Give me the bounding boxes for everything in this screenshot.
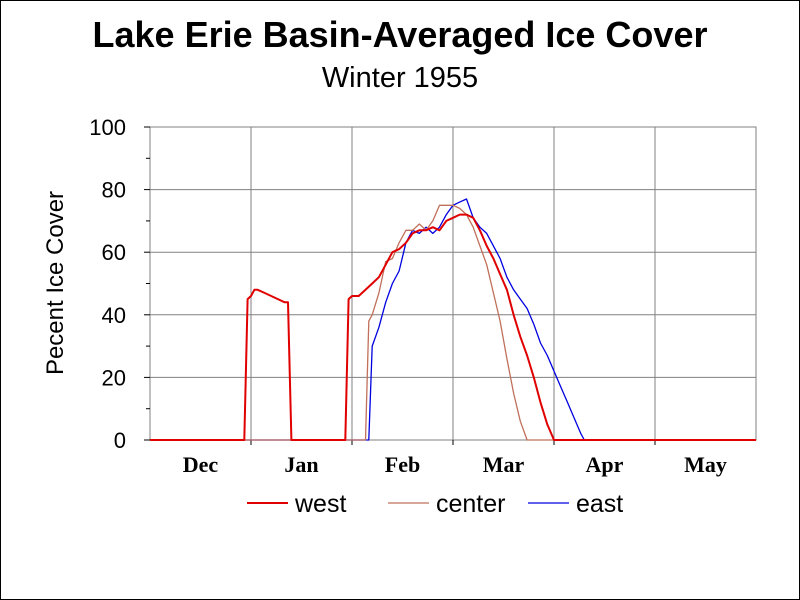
chart-subtitle: Winter 1955 <box>321 62 479 94</box>
x-tick-label: Apr <box>586 452 624 477</box>
y-tick-label: 0 <box>114 428 126 453</box>
y-tick-label: 60 <box>102 240 126 265</box>
x-tick-label: Mar <box>483 452 525 477</box>
x-tick-label: Feb <box>385 452 420 477</box>
legend-label-west: west <box>294 490 346 518</box>
legend-label-east: east <box>576 490 623 518</box>
y-tick-label: 40 <box>102 303 126 328</box>
y-tick-label: 100 <box>89 115 126 140</box>
chart-title: Lake Erie Basin-Averaged Ice Cover <box>92 14 708 55</box>
x-tick-label: Jan <box>284 452 318 477</box>
x-axis-ticks: Dec Jan Feb Mar Apr May <box>183 440 727 477</box>
y-tick-label: 80 <box>102 178 126 203</box>
x-tick-label: Dec <box>183 452 219 477</box>
x-tick-label: May <box>684 452 727 477</box>
series-lines <box>150 198 756 441</box>
grid-lines <box>150 126 756 440</box>
y-axis-ticks: 0 20 40 60 80 100 <box>89 115 150 453</box>
y-tick-label: 20 <box>102 365 126 390</box>
series-line-west <box>150 213 756 441</box>
legend-label-center: center <box>436 490 505 518</box>
series-line-east <box>150 198 756 441</box>
y-axis-label: Pecent Ice Cover <box>42 191 69 375</box>
legend: west center east <box>247 490 623 518</box>
